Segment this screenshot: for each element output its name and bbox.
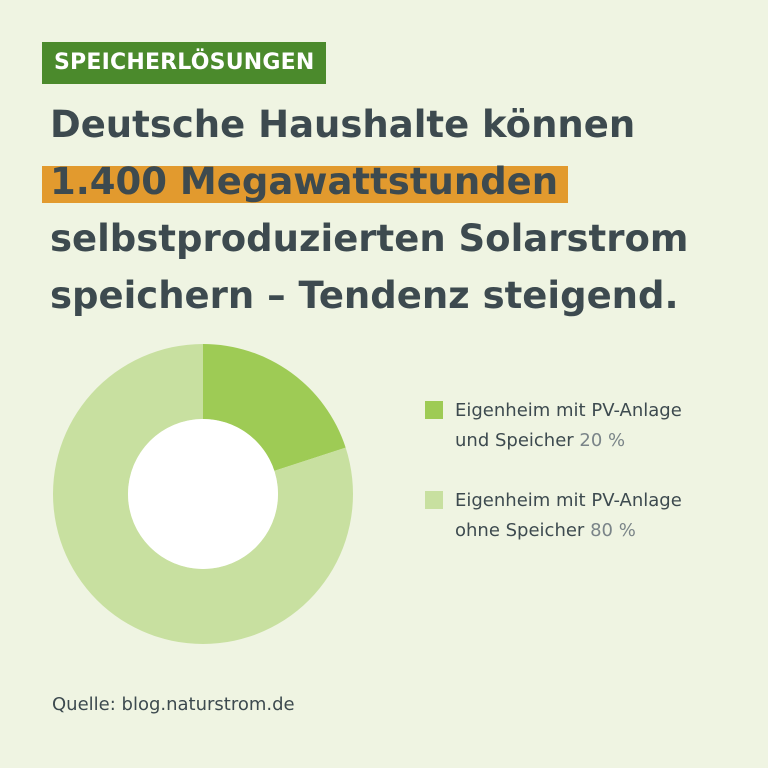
donut-slice-without-storage — [52, 344, 353, 644]
legend-item-with-storage: Eigenheim mit PV-Anlage und Speicher 20 … — [425, 396, 755, 456]
category-tag: SPEICHERLÖSUNGEN — [42, 42, 327, 84]
donut-hole — [128, 419, 278, 569]
donut-chart — [52, 344, 353, 644]
chart-legend: Eigenheim mit PV-Anlage und Speicher 20 … — [425, 396, 755, 576]
legend-swatch-with-storage — [425, 401, 443, 419]
headline-line-1: Deutsche Haushalte können — [50, 103, 636, 146]
legend-swatch-without-storage — [425, 491, 443, 509]
legend-label-line-2: und Speicher — [455, 430, 574, 451]
headline-highlight-text: 1.400 Megawattstunden — [50, 160, 559, 203]
legend-label-line-1: Eigenheim mit PV-Anlage — [455, 400, 682, 421]
donut-slice-with-storage — [203, 344, 346, 471]
legend-percent-with-storage: 20 % — [579, 430, 626, 451]
source-note: Quelle: blog.naturstrom.de — [52, 694, 295, 715]
headline-line-2: 1.400 Megawattstunden — [41, 153, 750, 210]
headline-line-4: speichern – Tendenz steigend. — [50, 274, 679, 317]
headline-highlight: 1.400 Megawattstunden — [41, 153, 569, 210]
headline-line-3: selbstproduzierten Solarstrom — [50, 217, 689, 260]
legend-label-with-storage: Eigenheim mit PV-Anlage und Speicher 20 … — [455, 396, 755, 456]
legend-item-without-storage: Eigenheim mit PV-Anlage ohne Speicher 80… — [425, 486, 755, 546]
headline: Deutsche Haushalte können 1.400 Megawatt… — [41, 96, 750, 324]
legend-percent-without-storage: 80 % — [590, 520, 636, 541]
legend-label-line-2: ohne Speicher — [455, 520, 585, 541]
legend-label-without-storage: Eigenheim mit PV-Anlage ohne Speicher 80… — [455, 486, 755, 546]
legend-label-line-1: Eigenheim mit PV-Anlage — [455, 490, 682, 511]
